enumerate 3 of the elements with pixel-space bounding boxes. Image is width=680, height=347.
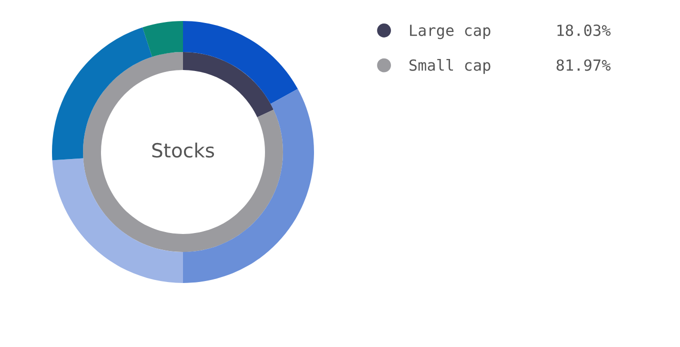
legend-label: Large cap 18.03% [410,24,611,40]
text: Stocks [152,142,214,158]
legend-label: Small cap 81.97% [410,58,611,74]
